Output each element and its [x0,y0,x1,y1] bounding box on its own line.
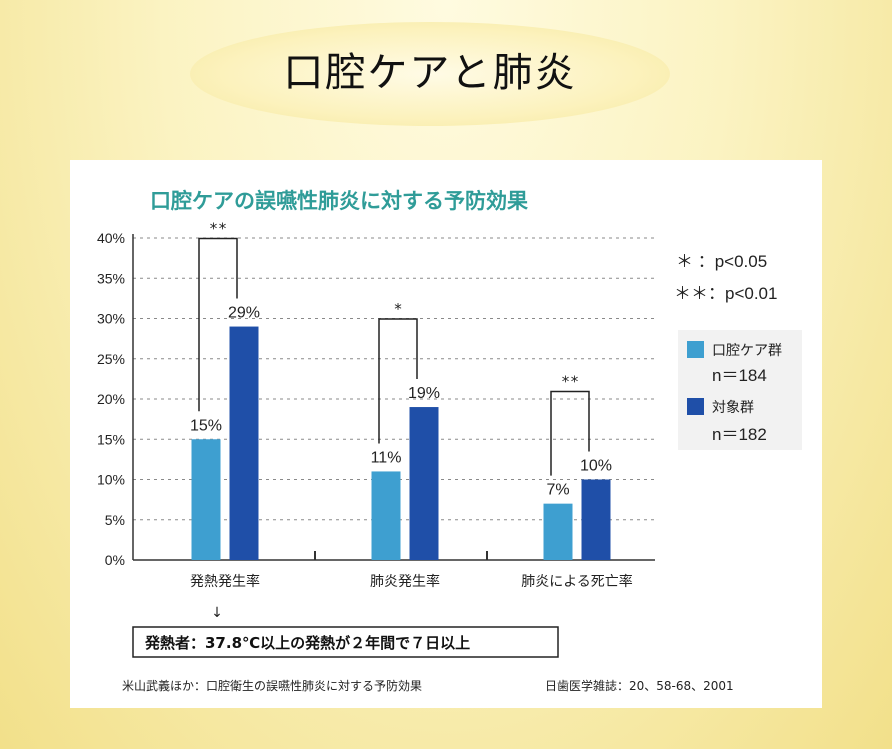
significance-bracket [378,318,418,444]
significance-mark: * [393,300,402,318]
x-category-label: 肺炎による死亡率 [521,573,633,590]
legend-n-oral-care: n＝184 [712,366,767,385]
y-tick-label: 10% [97,472,125,488]
y-tick-label: 5% [105,512,125,528]
legend-label-control: 対象群 [712,400,754,416]
title-ellipse [190,22,670,126]
y-tick-label: 20% [97,391,125,407]
down-arrow-icon: ↓ [211,605,223,621]
bar-control [581,479,611,560]
y-tick-label: 30% [97,311,125,327]
pvalue-legend-double: ＊＊：p<0.01 [674,284,777,303]
bar-oral-care [371,471,401,560]
bar-oral-care [543,503,573,560]
significance-mark: ** [561,373,579,391]
pvalue-legend-single: ＊ ：p<0.05 [676,252,767,271]
chart-card: 口腔ケアの誤嚥性肺炎に対する予防効果 0% 5% 10% 15% 20% 25% 30% 35%… [70,160,822,708]
legend-swatch-control [687,398,704,415]
significance-mark: ** [209,220,227,238]
note-box [132,626,559,658]
slide-title: 口腔ケアと肺炎 [283,50,577,96]
data-label: 29% [228,305,260,322]
y-tick-label: 0% [105,552,125,568]
data-label: 15% [190,417,222,434]
bar-control [409,407,439,560]
note-text: 発熱者：37.8℃以上の発熱が２年間で７日以上 [144,634,470,652]
legend-swatch-oral-care [687,341,704,358]
bar-chart: 口腔ケアの誤嚥性肺炎に対する予防効果 0% 5% 10% 15% 20% 25% 30% 35%… [97,189,802,693]
significance-bracket [550,390,590,476]
data-label: 7% [546,482,569,499]
significance-bracket [198,237,238,412]
y-tick-label: 15% [97,431,125,447]
bar-control [229,326,259,560]
source-journal: 日歯医学雑誌：20、58-68、2001 [545,678,734,693]
data-label: 11% [371,449,402,466]
y-tick-label: 25% [97,351,125,367]
x-category-label: 発熱発生率 [190,573,260,590]
bar-oral-care [191,439,221,560]
y-tick-label: 40% [97,230,125,246]
legend-n-control: n＝182 [712,425,767,444]
y-tick-label: 35% [97,270,125,286]
chart-title: 口腔ケアの誤嚥性肺炎に対する予防効果 [150,189,528,213]
data-label: 19% [408,385,440,402]
source-citation: 米山武義ほか：口腔衛生の誤嚥性肺炎に対する予防効果 [122,678,422,693]
x-category-label: 肺炎発生率 [370,573,440,590]
legend-label-oral-care: 口腔ケア群 [712,343,782,359]
data-label: 10% [580,458,612,475]
